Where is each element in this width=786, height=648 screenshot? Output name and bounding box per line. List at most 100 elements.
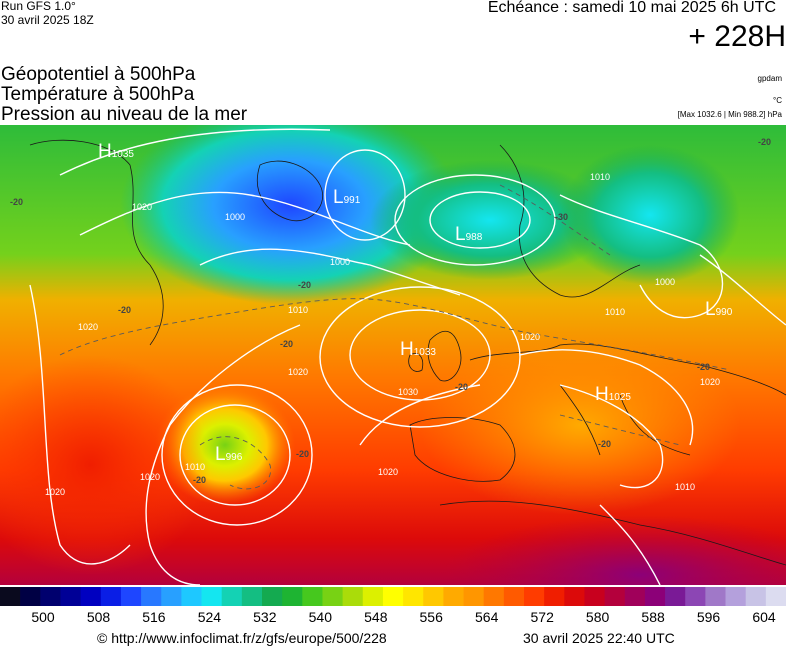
pressure-range: [Max 1032.6 | Min 988.2] hPa xyxy=(677,110,782,119)
colorbar-swatch xyxy=(443,587,464,606)
colorbar-swatch xyxy=(584,587,606,606)
weather-map[interactable]: H1035 L991 L988 L990 H1033 H1025 L996 10… xyxy=(0,125,786,585)
colorbar-swatch xyxy=(0,587,21,606)
colorbar-swatch xyxy=(604,587,626,606)
colorbar-swatch xyxy=(342,587,364,606)
svg-text:1000: 1000 xyxy=(225,212,245,222)
title-sea-level-pressure: Pression au niveau de la mer xyxy=(1,104,248,125)
svg-text:-20: -20 xyxy=(697,362,710,372)
svg-text:-20: -20 xyxy=(598,439,611,449)
run-date: 30 avril 2025 18Z xyxy=(1,13,94,27)
trough-north-atlantic xyxy=(120,125,460,305)
svg-text:-20: -20 xyxy=(296,449,309,459)
colorbar-swatch xyxy=(241,587,263,606)
colorbar-swatch xyxy=(161,587,182,606)
colorbar-tick-label: 508 xyxy=(86,609,111,625)
colorbar-swatch xyxy=(463,587,485,606)
colorbar-swatch xyxy=(423,587,444,606)
svg-text:1000: 1000 xyxy=(330,257,350,267)
colorbar-tick-label: 524 xyxy=(197,609,222,625)
svg-text:1020: 1020 xyxy=(700,377,720,387)
svg-text:1030: 1030 xyxy=(398,387,418,397)
colorbar-swatch xyxy=(120,587,142,606)
colorbar-tick-label: 572 xyxy=(530,609,554,625)
colorbar-swatch xyxy=(624,587,646,606)
colorbar-tick-label: 556 xyxy=(419,609,443,625)
ridge-europe xyxy=(420,335,740,515)
svg-text:1020: 1020 xyxy=(378,467,398,477)
svg-text:-20: -20 xyxy=(118,305,131,315)
colorbar-swatch xyxy=(705,587,726,606)
svg-text:-20: -20 xyxy=(10,197,23,207)
colorbar-tick-label: 500 xyxy=(31,609,55,625)
colorbar-swatch xyxy=(322,587,344,606)
colorbar-swatch xyxy=(685,587,706,606)
colorbar-swatch xyxy=(544,587,565,606)
warm-atlantic xyxy=(0,355,210,575)
temperature-labels: -20 -20 -20 -20 -30 -20 -20 -20 -20 -20 … xyxy=(10,137,771,485)
isobar-labels: 1020 1000 1000 1010 1020 1030 1020 1020 … xyxy=(45,172,720,497)
colorbar-swatch xyxy=(725,587,747,606)
colorbar-tick-label: 548 xyxy=(364,609,388,625)
title-geopotential: Géopotentiel à 500hPa xyxy=(1,64,196,85)
colorbar-tick-label: 564 xyxy=(475,609,499,625)
colorbar-swatch xyxy=(262,587,283,606)
svg-text:1010: 1010 xyxy=(605,307,625,317)
colorbar-labels: 500 508 516 524 532 540 548 556 564 572 580 588 596 6… xyxy=(0,609,786,625)
colorbar-tick-label: 596 xyxy=(696,609,721,625)
colorbar-swatch xyxy=(503,587,525,606)
isobars xyxy=(29,128,786,585)
warm-south xyxy=(440,515,786,585)
coastlines xyxy=(29,139,786,566)
colorbar-swatch xyxy=(181,587,202,606)
svg-text:1010: 1010 xyxy=(675,482,695,492)
svg-text:1000: 1000 xyxy=(655,277,675,287)
colorbar-swatch xyxy=(403,587,424,606)
colorbar-swatch xyxy=(100,587,122,606)
colorbar-swatch xyxy=(665,587,686,606)
svg-text:-30: -30 xyxy=(555,212,568,222)
svg-text:1020: 1020 xyxy=(132,202,152,212)
svg-text:1010: 1010 xyxy=(288,305,308,315)
colorbar-tick-label: 580 xyxy=(585,609,610,625)
colorbar-swatch xyxy=(644,587,666,606)
colorbar-tick-label: 532 xyxy=(253,609,277,625)
colorbar-tick-label: 588 xyxy=(641,609,665,625)
lead-time: + 228H xyxy=(688,20,786,53)
author-label: gpdam xyxy=(757,74,782,83)
svg-text:1010: 1010 xyxy=(185,462,205,472)
colorbar-tick-label: 540 xyxy=(308,609,332,625)
colorbar-swatch xyxy=(282,587,303,606)
svg-text:1010: 1010 xyxy=(590,172,610,182)
svg-text:1020: 1020 xyxy=(45,487,65,497)
colorbar-swatch xyxy=(60,587,82,606)
temperature-isotherms xyxy=(59,184,731,490)
trough-russia xyxy=(560,145,740,285)
temperature-unit: °C xyxy=(773,96,782,105)
colorbar-swatch xyxy=(382,587,404,606)
title-temperature: Température à 500hPa xyxy=(1,84,195,105)
colorbar-swatch xyxy=(40,587,61,606)
colorbar-swatch xyxy=(564,587,585,606)
colorbar-swatch xyxy=(141,587,162,606)
creation-timestamp: 30 avril 2025 22:40 UTC xyxy=(523,630,675,646)
colorbar-swatch xyxy=(80,587,102,606)
svg-text:-20: -20 xyxy=(298,280,311,290)
colorbar-tick-label: 604 xyxy=(752,609,776,625)
svg-text:1020: 1020 xyxy=(78,322,98,332)
colorbar xyxy=(0,587,786,606)
colorbar-tick-label: 516 xyxy=(142,609,166,625)
colorbar-swatch xyxy=(483,587,505,606)
colorbar-swatch xyxy=(362,587,384,606)
svg-text:-20: -20 xyxy=(193,475,206,485)
svg-text:1020: 1020 xyxy=(288,367,308,377)
colorbar-swatch xyxy=(302,587,323,606)
valid-time: Echéance : samedi 10 mai 2025 6h UTC xyxy=(487,0,776,16)
copyright-link[interactable]: © http://www.infoclimat.fr/z/gfs/europe/… xyxy=(97,630,387,646)
colorbar-swatch xyxy=(765,587,786,606)
colorbar-swatch xyxy=(524,587,545,606)
colorbar-swatch xyxy=(201,587,223,606)
svg-text:-20: -20 xyxy=(455,382,468,392)
colorbar-swatch xyxy=(20,587,41,606)
trough-scandinavia xyxy=(370,160,610,280)
